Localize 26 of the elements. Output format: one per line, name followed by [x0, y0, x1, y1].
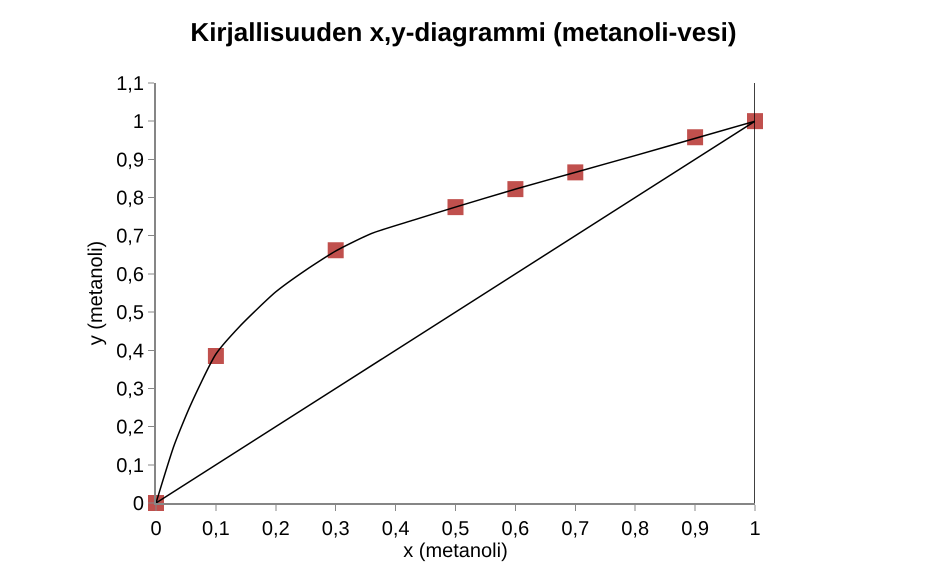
x-tick-label: 0,3 — [322, 518, 350, 540]
y-tick-label: 0,1 — [116, 454, 144, 477]
x-tick-label: 0,5 — [442, 518, 470, 540]
chart-title: Kirjallisuuden x,y-diagrammi (metanoli-vesi) — [190, 17, 737, 48]
x-tick-label: 0,2 — [262, 518, 290, 540]
y-tick-label: 0,2 — [116, 416, 144, 439]
y-tick-label: 0,5 — [116, 302, 144, 324]
x-tick-label: 0,1 — [202, 518, 230, 540]
y-tick-label: 0,3 — [116, 378, 144, 400]
x-tick-label: 0,9 — [681, 518, 710, 540]
x-tick-label: 0 — [150, 518, 162, 540]
x-tick-label: 1 — [749, 518, 761, 540]
x-axis-title: x (metanoli) — [403, 540, 508, 562]
x-tick-label: 0,6 — [501, 518, 530, 540]
y-tick-label: 0 — [132, 493, 144, 515]
x-tick-label: 0,7 — [561, 518, 590, 540]
y-tick-label: 0,6 — [116, 264, 144, 286]
y-tick-label: 0,8 — [116, 188, 144, 210]
y-tick-label: 1,1 — [116, 73, 144, 95]
y-tick-label: 0,9 — [116, 149, 144, 172]
y-tick-label: 0,4 — [116, 340, 144, 362]
x-tick-label: 0,8 — [621, 518, 650, 540]
y-axis-title: y (metanoli) — [85, 240, 108, 346]
y-tick-label: 1 — [132, 111, 144, 134]
x-tick-label: 0,4 — [382, 518, 410, 540]
y-tick-label: 0,7 — [116, 226, 144, 248]
